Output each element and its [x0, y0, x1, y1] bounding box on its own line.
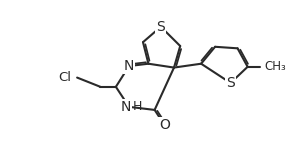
- Text: O: O: [159, 118, 170, 132]
- Text: H: H: [133, 100, 142, 113]
- Text: N: N: [124, 59, 134, 73]
- Text: S: S: [226, 76, 235, 90]
- Text: N: N: [120, 100, 130, 114]
- Text: CH₃: CH₃: [265, 60, 286, 73]
- Text: S: S: [157, 20, 165, 34]
- Text: Cl: Cl: [58, 71, 71, 84]
